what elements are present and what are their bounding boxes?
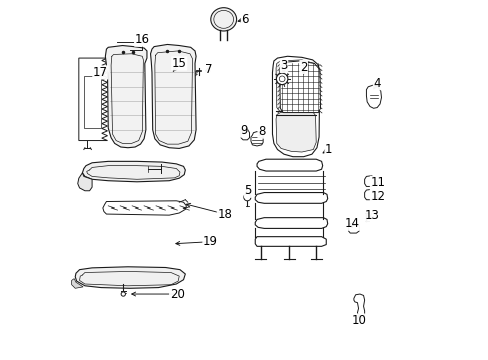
Text: 14: 14 [344, 217, 359, 230]
Text: 12: 12 [369, 190, 385, 203]
Text: 17: 17 [93, 66, 108, 79]
Circle shape [244, 194, 250, 201]
Text: 5: 5 [244, 184, 251, 197]
Text: 13: 13 [364, 210, 379, 222]
Polygon shape [250, 132, 263, 146]
Text: 7: 7 [204, 63, 212, 76]
Polygon shape [279, 61, 320, 113]
Polygon shape [276, 60, 316, 111]
Text: 3: 3 [280, 59, 287, 72]
Polygon shape [272, 56, 319, 157]
Polygon shape [257, 159, 322, 171]
Polygon shape [102, 201, 186, 215]
Polygon shape [255, 193, 327, 203]
Text: 9: 9 [240, 124, 247, 137]
Text: 8: 8 [258, 125, 265, 138]
Polygon shape [364, 176, 373, 186]
Text: 20: 20 [169, 288, 184, 301]
Circle shape [121, 292, 125, 296]
Text: 16: 16 [135, 33, 149, 46]
Circle shape [276, 73, 287, 85]
Polygon shape [75, 267, 185, 288]
Polygon shape [72, 279, 83, 288]
Polygon shape [366, 85, 381, 108]
Polygon shape [255, 218, 327, 228]
Text: 16: 16 [135, 33, 149, 46]
Polygon shape [78, 173, 92, 191]
Text: 18: 18 [217, 208, 232, 221]
Text: 4: 4 [373, 77, 380, 90]
Polygon shape [255, 237, 325, 246]
Polygon shape [348, 223, 359, 233]
Ellipse shape [210, 8, 236, 31]
Text: 1: 1 [325, 143, 332, 156]
Text: 6: 6 [241, 13, 248, 26]
Polygon shape [79, 58, 107, 140]
Text: 19: 19 [203, 235, 218, 248]
Polygon shape [105, 45, 147, 148]
Polygon shape [364, 189, 373, 200]
Circle shape [279, 76, 285, 82]
Text: 11: 11 [369, 176, 385, 189]
Polygon shape [241, 128, 249, 140]
Text: 2: 2 [299, 60, 307, 73]
Polygon shape [353, 294, 364, 318]
Polygon shape [83, 76, 101, 128]
Text: 15: 15 [171, 57, 186, 70]
Polygon shape [150, 44, 196, 148]
Text: 10: 10 [351, 314, 366, 327]
Polygon shape [82, 161, 185, 182]
Polygon shape [276, 113, 316, 152]
